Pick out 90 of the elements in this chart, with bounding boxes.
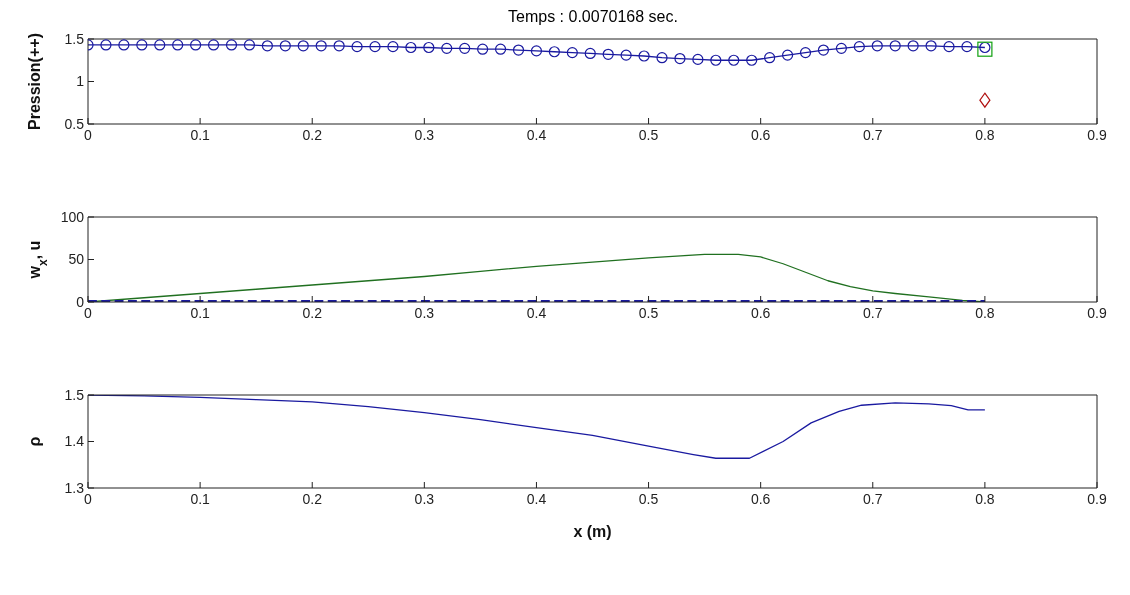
y-tick-label: 0.5 [64,115,85,132]
y-axis-title: Pression(++) [26,33,43,130]
x-tick-label: 0.5 [638,126,659,143]
point [351,41,363,53]
x-tick-label: 0.1 [190,126,211,143]
x-tick-label: 0.4 [526,126,547,143]
point [530,45,543,57]
point [746,54,758,66]
point [512,44,525,56]
x-tick-label: 0.6 [750,304,771,321]
point [190,39,202,51]
point [548,46,560,58]
x-tick-label: 0.2 [302,490,323,507]
point [961,41,973,53]
point [261,40,273,52]
point [315,40,327,52]
point [871,40,883,52]
point [297,40,309,52]
point [638,50,650,62]
y-tick-label: 50 [68,251,85,268]
x-tick-label: 0.1 [190,304,211,321]
y-tick-label: 1 [76,73,85,90]
x-tick-label: 0.4 [526,490,547,507]
x-tick-label: 0.8 [975,126,995,143]
point [925,40,937,52]
point [136,39,148,51]
point [333,40,345,52]
point [889,40,901,52]
point [225,39,238,51]
point [728,54,740,66]
x-tick-label: 0.3 [414,490,435,507]
point [477,43,489,55]
point [279,40,291,52]
point [692,53,704,65]
point [674,52,686,65]
y-tick-label: 1.4 [64,433,85,450]
y-tick-label: 1.3 [64,479,85,496]
x-axis-title: x (m) [573,523,612,541]
x-tick-label: 0.8 [975,490,995,507]
point [459,42,471,54]
point [423,41,435,54]
x-tick-label: 0.8 [975,304,995,321]
y-tick-label: 1.5 [64,30,85,47]
point [656,52,668,64]
x-tick-label: 0.5 [638,304,659,321]
point [405,41,417,54]
point [943,41,955,53]
x-tick-label: 0.6 [750,126,771,143]
point [620,49,632,61]
point [207,39,220,51]
point [154,39,166,51]
x-tick-label: 0.1 [190,490,211,507]
point [602,48,614,60]
point [764,52,776,64]
x-tick-label: 0.4 [526,304,547,321]
x-tick-label: 0.9 [1087,490,1107,507]
point [441,42,453,54]
point [369,41,381,53]
point [799,47,812,59]
x-tick-label: 0.2 [302,304,323,321]
point [853,41,865,53]
point [817,44,830,56]
y-tick-label: 0 [76,293,85,310]
x-tick-label: 0.5 [638,490,659,507]
x-tick-label: 0.3 [414,126,435,143]
x-tick-label: 0.7 [863,304,883,321]
x-tick-label: 0.7 [863,126,883,143]
point [710,54,722,66]
point [835,42,847,54]
x-tick-label: 0.9 [1087,304,1107,321]
x-tick-label: 0.3 [414,304,435,321]
y-tick-label: 100 [60,208,85,225]
point [172,39,184,51]
point [781,49,794,61]
point [243,39,256,51]
point [100,39,112,51]
x-tick-label: 0.9 [1087,126,1107,143]
point [566,47,578,59]
point [979,92,991,108]
y-axis-title: ρ [26,436,43,447]
point [584,47,596,60]
x-tick-label: 0.6 [750,490,771,507]
point [494,43,507,55]
point [118,39,130,51]
point [387,41,399,53]
point [907,40,919,52]
y-tick-label: 1.5 [64,386,85,403]
x-tick-label: 0.7 [863,490,883,507]
x-tick-label: 0.2 [302,126,323,143]
chart-title: Temps : 0.0070168 sec. [507,8,679,27]
